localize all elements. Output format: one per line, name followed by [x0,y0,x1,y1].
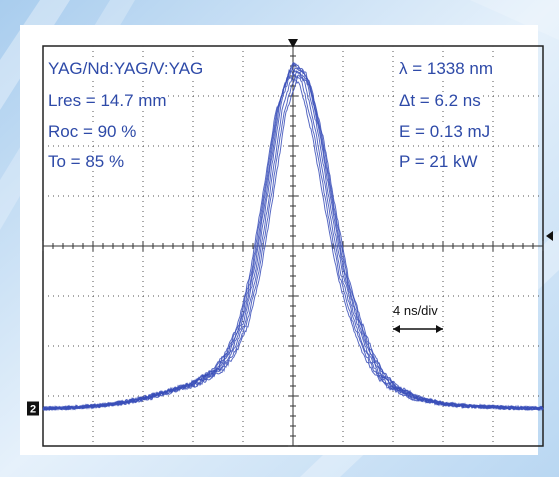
energy-label: E = 0.13 mJ [398,122,492,141]
trigger-level-marker [546,231,553,241]
timebase-label: 4 ns/div [393,303,438,318]
transmission-label: To = 85 % [47,152,126,171]
oscilloscope-plot: 2 [27,39,553,447]
peak-power-label: P = 21 kW [398,152,479,171]
channel-marker-box [27,401,39,416]
wavelength-label: λ = 1338 nm [398,59,495,78]
channel-marker-label: 2 [30,404,36,416]
trace-layer [42,61,544,412]
grid-layer [42,45,544,447]
pulse-trace [42,70,544,412]
material-label: YAG/Nd:YAG/V:YAG [47,59,205,78]
resonator-length-label: Lres = 14.7 mm [47,91,168,110]
pulse-trace [42,74,544,412]
timebase-arrowhead-left [393,325,400,333]
output-coupler-label: Roc = 90 % [47,122,138,141]
pulse-width-label: Δt = 6.2 ns [398,91,482,110]
marker-layer: 2 [27,39,553,416]
trigger-position-marker [288,39,298,48]
timebase-arrowhead-right [436,325,443,333]
